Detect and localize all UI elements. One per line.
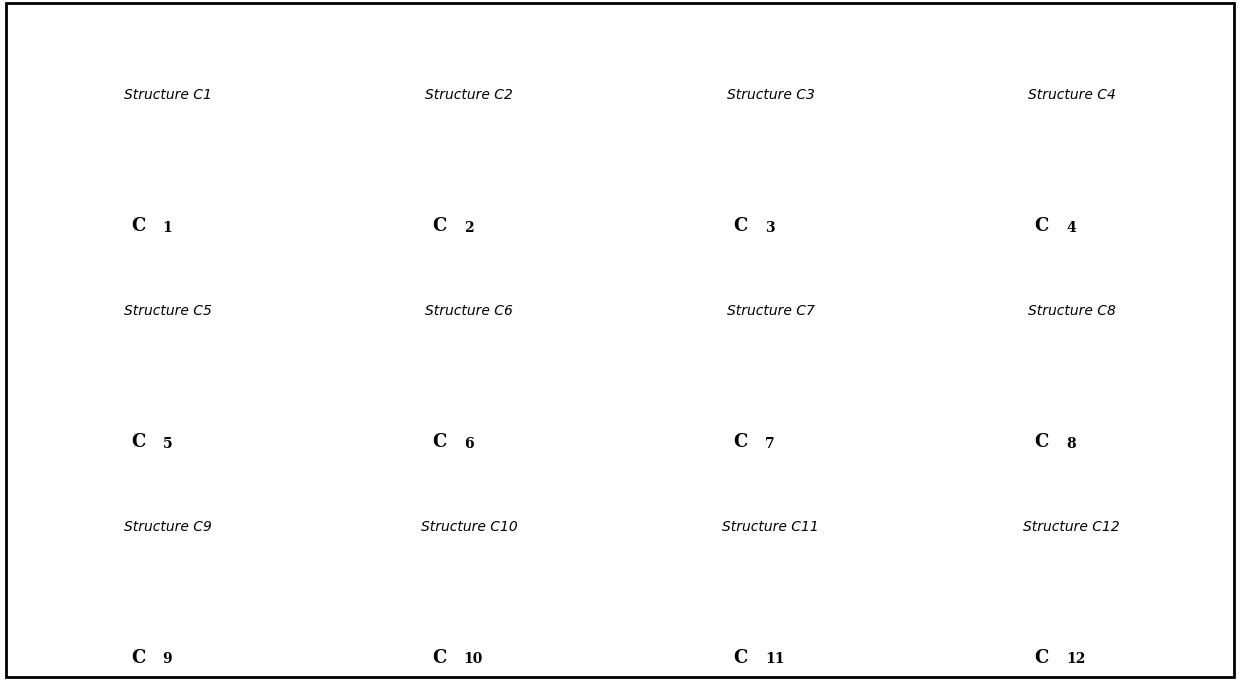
Text: 10: 10 — [464, 652, 484, 666]
Text: 8: 8 — [1066, 437, 1075, 451]
Text: C: C — [131, 649, 145, 666]
Text: C: C — [432, 433, 446, 451]
Text: Structure C10: Structure C10 — [422, 520, 518, 534]
Text: C: C — [131, 433, 145, 451]
Text: Structure C2: Structure C2 — [425, 88, 513, 103]
Text: 6: 6 — [464, 437, 474, 451]
Text: 2: 2 — [464, 221, 474, 235]
Text: C: C — [1034, 649, 1049, 666]
Text: 11: 11 — [765, 652, 785, 666]
Text: Structure C12: Structure C12 — [1023, 520, 1120, 534]
Text: Structure C9: Structure C9 — [124, 520, 212, 534]
Text: Structure C1: Structure C1 — [124, 88, 212, 103]
Text: Structure C4: Structure C4 — [1028, 88, 1116, 103]
Text: 7: 7 — [765, 437, 775, 451]
Text: 12: 12 — [1066, 652, 1085, 666]
Text: C: C — [733, 218, 748, 235]
Text: C: C — [131, 218, 145, 235]
Text: Structure C3: Structure C3 — [727, 88, 815, 103]
Text: Structure C5: Structure C5 — [124, 304, 212, 318]
Text: C: C — [1034, 218, 1049, 235]
Text: 9: 9 — [162, 652, 172, 666]
Text: C: C — [1034, 433, 1049, 451]
Text: 1: 1 — [162, 221, 172, 235]
Text: Structure C6: Structure C6 — [425, 304, 513, 318]
Text: C: C — [432, 218, 446, 235]
Text: 3: 3 — [765, 221, 775, 235]
Text: Structure C8: Structure C8 — [1028, 304, 1116, 318]
Text: Structure C7: Structure C7 — [727, 304, 815, 318]
Text: C: C — [733, 649, 748, 666]
Text: Structure C11: Structure C11 — [722, 520, 818, 534]
Text: C: C — [733, 433, 748, 451]
Text: C: C — [432, 649, 446, 666]
Text: 4: 4 — [1066, 221, 1076, 235]
Text: 5: 5 — [162, 437, 172, 451]
